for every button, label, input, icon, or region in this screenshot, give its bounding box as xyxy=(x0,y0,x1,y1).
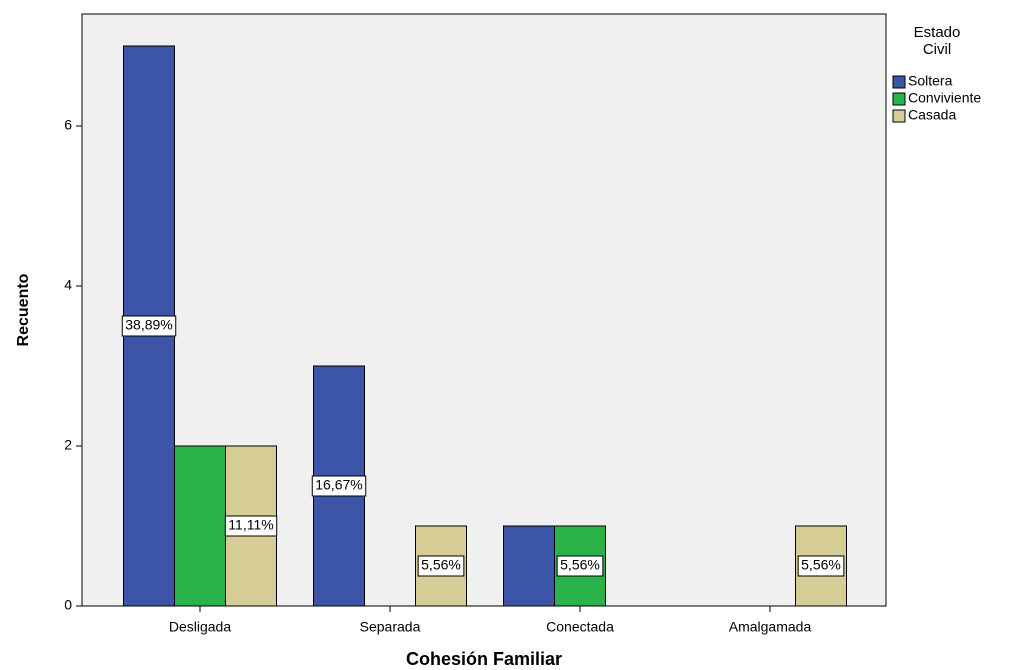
value-label: 5,56% xyxy=(560,557,600,573)
y-axis-label: Recuento xyxy=(15,273,32,346)
y-tick-label: 2 xyxy=(64,437,72,453)
legend-title: Estado Civil xyxy=(913,24,961,58)
value-label-box xyxy=(224,515,278,537)
value-label-box xyxy=(121,315,177,337)
value-label: 38,89% xyxy=(125,317,172,333)
value-label: 11,11% xyxy=(228,517,273,533)
value-label-box xyxy=(797,555,845,577)
x-tick-label: Conectada xyxy=(546,619,614,635)
bar xyxy=(174,445,226,607)
legend-label: Soltera xyxy=(908,73,953,89)
y-tick-label: 4 xyxy=(64,277,72,293)
value-label-box xyxy=(311,475,367,497)
value-label-box xyxy=(417,555,465,577)
x-tick-label: Separada xyxy=(360,619,421,635)
legend-label: Casada xyxy=(908,107,956,123)
y-tick-label: 0 xyxy=(64,597,72,613)
x-tick-label: Amalgamada xyxy=(729,619,812,635)
value-label-box xyxy=(556,555,604,577)
legend-label: Conviviente xyxy=(908,90,981,106)
bar xyxy=(503,525,555,607)
value-label: 16,67% xyxy=(315,477,362,493)
legend-swatch xyxy=(892,75,906,89)
value-label: 5,56% xyxy=(801,557,841,573)
legend-swatch xyxy=(892,109,906,123)
x-tick-label: Desligada xyxy=(169,619,231,635)
legend-swatch xyxy=(892,92,906,106)
y-tick-label: 6 xyxy=(64,117,72,133)
value-label: 5,56% xyxy=(421,557,461,573)
x-axis-label: Cohesión Familiar xyxy=(406,649,562,669)
